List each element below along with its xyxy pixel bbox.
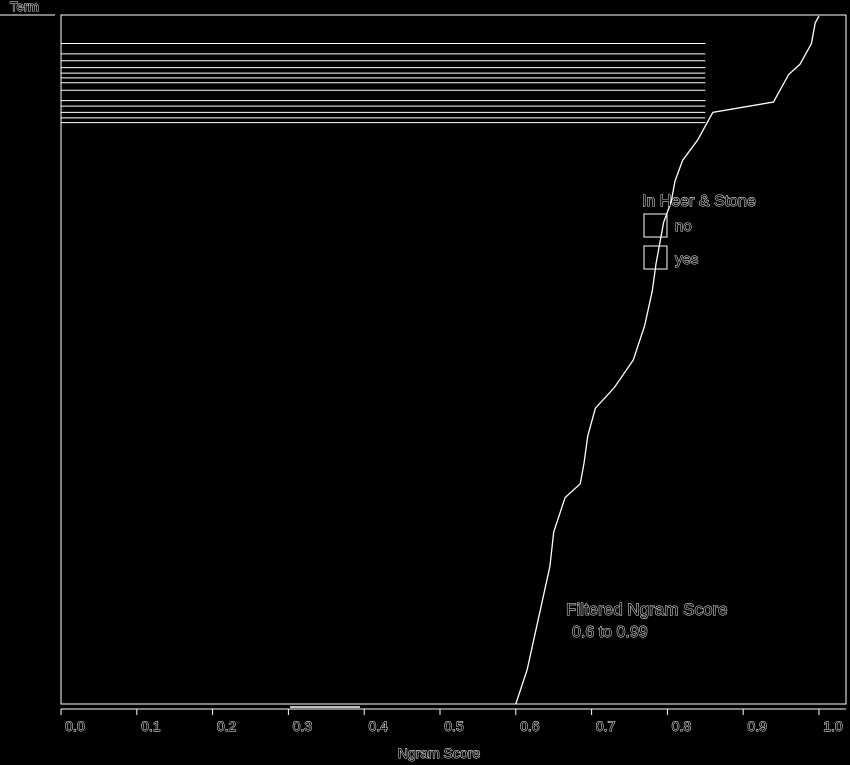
- legend-label-no: no: [675, 218, 692, 235]
- x-tick-label: 0.7: [596, 718, 616, 734]
- x-tick-label: 0.3: [293, 718, 313, 734]
- legend: In Heer & Stone no yes: [642, 193, 756, 270]
- x-tick-label: 0.4: [368, 718, 388, 734]
- filter-annotation-line1: Filtered Ngram Score: [566, 600, 728, 619]
- x-axis-label: Ngram Score: [398, 745, 481, 761]
- x-tick-label: 1.0: [823, 718, 843, 734]
- plot-frame: [60, 14, 847, 705]
- legend-label-yes: yes: [675, 251, 698, 268]
- x-tick-label: 0.2: [217, 718, 237, 734]
- legend-swatch-yes: [643, 245, 668, 270]
- y-axis-header: Term: [10, 0, 39, 14]
- x-ticks: 0.0 0.1 0.2 0.3 0.4 0.5 0.6 0.7 0.8 0.9 1.0: [60, 709, 843, 734]
- filter-annotation-line2: 0.6 to 0.99: [572, 624, 648, 641]
- x-tick-label: 0.0: [65, 718, 85, 734]
- x-tick-label: 0.8: [672, 718, 692, 734]
- score-curve: [515, 15, 820, 705]
- x-tick-label: 0.1: [141, 718, 161, 734]
- x-tick-label: 0.5: [444, 718, 464, 734]
- x-tick-label: 0.6: [520, 718, 540, 734]
- score-curve-group: [515, 15, 820, 705]
- x-tick-label: 0.9: [747, 718, 767, 734]
- term-bars: [61, 43, 706, 124]
- legend-swatch-no: [643, 213, 668, 238]
- legend-title: In Heer & Stone: [642, 193, 756, 210]
